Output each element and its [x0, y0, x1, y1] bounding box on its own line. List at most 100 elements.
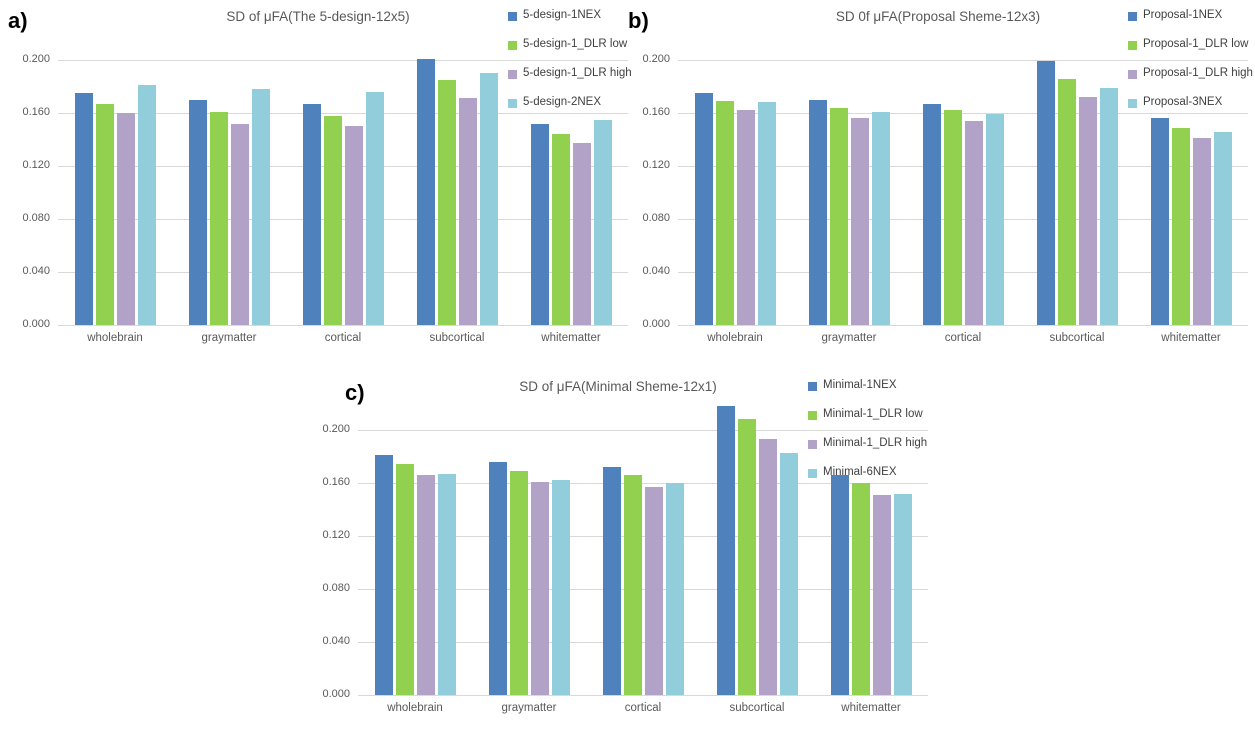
bar	[871, 112, 890, 325]
bar	[1171, 128, 1190, 325]
y-axis-tick-label: 0.040	[642, 265, 670, 277]
bar-group	[602, 467, 684, 695]
legend-item: 5-design-1NEX	[508, 9, 632, 29]
bar	[479, 73, 498, 325]
x-axis-label: cortical	[324, 332, 362, 344]
bar-group	[694, 93, 776, 325]
legend-label: Proposal-1_DLR high	[1143, 67, 1253, 79]
y-axis-tick-label: 0.120	[322, 529, 350, 541]
bar	[829, 108, 848, 325]
legend-label: 5-design-1_DLR low	[523, 38, 628, 50]
bar	[850, 118, 869, 325]
category-slot-wholebrain	[58, 60, 172, 325]
bar-group	[530, 120, 612, 325]
bar	[530, 124, 549, 325]
legend-swatch-icon	[808, 440, 817, 449]
x-axis: wholebrain graymatter cortical subcortical w…	[58, 332, 628, 344]
legend-label: Minimal-1_DLR high	[823, 437, 928, 449]
gridline	[58, 272, 628, 273]
bar	[964, 121, 983, 325]
legend-swatch-icon	[508, 41, 517, 50]
gridline	[678, 60, 1248, 61]
chart-title: SD of μFA(The 5-design-12x5)	[226, 9, 410, 24]
bar-groups	[358, 406, 928, 695]
y-axis: 0.200 0.160 0.120 0.080 0.040 0.000	[300, 370, 350, 735]
bar-groups	[678, 60, 1248, 325]
x-axis-label: graymatter	[501, 702, 557, 714]
y-axis-tick-label: 0.000	[642, 318, 670, 330]
category-slot-whitematter	[814, 430, 928, 695]
y-axis-tick-label: 0.080	[322, 582, 350, 594]
chart-panel-c: c) SD of μFA(Minimal Sheme-12x1) 0.200 0.16…	[300, 370, 940, 736]
gridline	[358, 430, 928, 431]
x-axis-label: graymatter	[201, 332, 257, 344]
legend-label: Minimal-1_DLR low	[823, 408, 923, 420]
x-axis-label: wholebrain	[387, 702, 443, 714]
chart-panel-a: a) SD of μFA(The 5-design-12x5) 0.200 0.160…	[0, 0, 635, 365]
legend-label: Proposal-1_DLR low	[1143, 38, 1249, 50]
x-axis-label: whitematter	[1161, 332, 1221, 344]
category-slot-graymatter	[792, 60, 906, 325]
bar	[437, 80, 456, 325]
category-slot-whitematter	[514, 60, 628, 325]
bar-group	[830, 475, 912, 695]
bar	[593, 120, 612, 325]
bar	[694, 93, 713, 325]
legend: Minimal-1NEX Minimal-1_DLR low Minimal-1_D…	[808, 379, 927, 495]
x-axis-label: whitematter	[541, 332, 601, 344]
legend-swatch-icon	[508, 12, 517, 21]
bar	[893, 494, 912, 695]
x-axis: wholebrain graymatter cortical subcortical w…	[358, 702, 928, 714]
bar	[344, 126, 363, 325]
bar-group	[74, 85, 156, 325]
bar	[1099, 88, 1118, 325]
bar	[715, 101, 734, 325]
bar-group	[416, 59, 498, 325]
bar-group	[188, 89, 270, 325]
bar	[644, 487, 663, 695]
legend-item: Minimal-1_DLR low	[808, 408, 927, 428]
chart-title: SD of μFA(Minimal Sheme-12x1)	[519, 379, 717, 394]
y-axis-tick-label: 0.160	[22, 106, 50, 118]
bar	[74, 93, 93, 325]
bar	[116, 113, 135, 325]
bar	[95, 104, 114, 325]
y-axis-tick-label: 0.080	[642, 212, 670, 224]
bar-group	[374, 455, 456, 695]
legend-item: Proposal-1_DLR low	[1128, 38, 1253, 58]
category-slot-wholebrain	[358, 430, 472, 695]
legend-label: Proposal-1NEX	[1143, 9, 1223, 21]
bar	[458, 98, 477, 325]
y-axis-tick-label: 0.120	[22, 159, 50, 171]
chart-title: SD 0f μFA(Proposal Sheme-12x3)	[835, 9, 1041, 24]
panel-label: a)	[8, 8, 28, 33]
legend-label: 5-design-1NEX	[523, 9, 601, 21]
bar	[943, 110, 962, 325]
bar	[851, 483, 870, 695]
bar-group	[488, 462, 570, 695]
category-slot-cortical	[906, 60, 1020, 325]
bar-groups	[58, 59, 628, 325]
category-slot-whitematter	[1134, 60, 1248, 325]
legend-swatch-icon	[1128, 12, 1137, 21]
x-axis-label: graymatter	[821, 332, 877, 344]
category-slot-subcortical	[1020, 60, 1134, 325]
gridline	[358, 536, 928, 537]
gridline	[358, 695, 928, 696]
y-axis-tick-label: 0.000	[22, 318, 50, 330]
gridline	[58, 166, 628, 167]
bar	[757, 102, 776, 325]
legend-label: Minimal-6NEX	[823, 466, 897, 478]
legend-swatch-icon	[508, 99, 517, 108]
category-slot-subcortical	[700, 406, 814, 695]
bar	[416, 59, 435, 325]
legend: Proposal-1NEX Proposal-1_DLR low Proposal-…	[1128, 9, 1253, 125]
legend-label: Proposal-3NEX	[1143, 96, 1223, 108]
bar	[779, 453, 798, 695]
bar	[572, 143, 591, 325]
y-axis-tick-label: 0.080	[22, 212, 50, 224]
bar	[302, 104, 321, 325]
bar	[1150, 118, 1169, 325]
bar	[1057, 79, 1076, 325]
legend-swatch-icon	[808, 382, 817, 391]
